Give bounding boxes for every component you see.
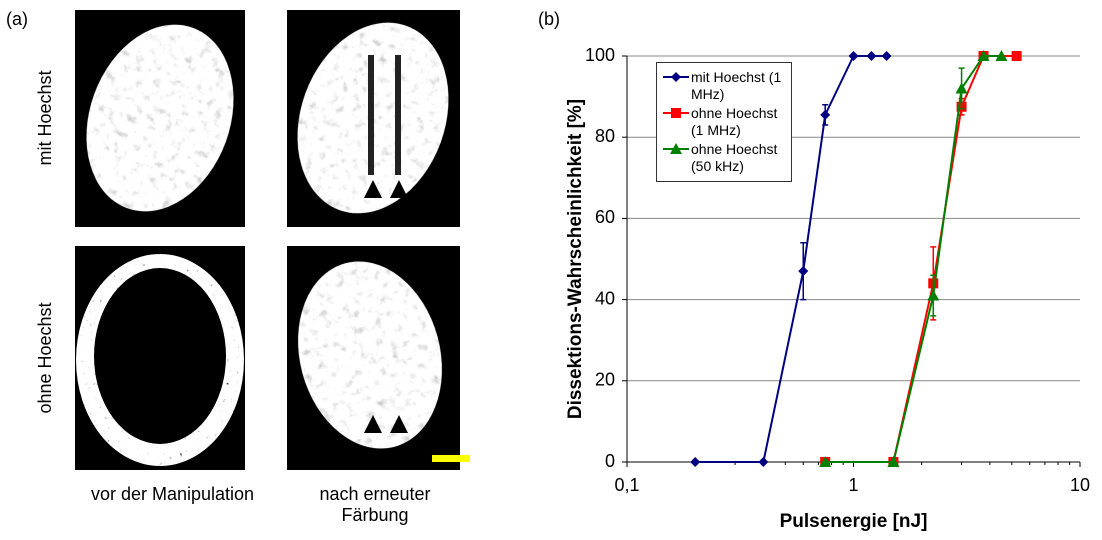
marker xyxy=(866,51,877,61)
y-tick-label: 0 xyxy=(605,451,615,471)
marker xyxy=(995,50,1008,61)
series xyxy=(820,51,1022,467)
legend-key xyxy=(663,72,689,82)
legend-key xyxy=(663,143,689,154)
marker xyxy=(848,51,859,61)
series-line xyxy=(825,55,1002,463)
marker xyxy=(881,51,892,61)
marker xyxy=(1011,51,1022,61)
x-axis-label: Pulsenergie [nJ] xyxy=(780,511,928,532)
marker xyxy=(670,143,682,154)
legend-item: mit Hoechst (1 MHz) xyxy=(661,69,787,103)
legend-key xyxy=(663,108,689,118)
x-tick-label: 10 xyxy=(1070,475,1090,495)
marker xyxy=(927,289,940,301)
row-label: ohne Hoechst xyxy=(35,302,55,413)
legend-label: ohne Hoechst (50 kHz) xyxy=(691,141,778,174)
x-tick-label: 1 xyxy=(848,475,858,495)
micrographs xyxy=(75,10,470,470)
legend-label: ohne Hoechst (1 MHz) xyxy=(691,105,778,138)
marker xyxy=(758,457,769,467)
marker xyxy=(671,108,681,118)
legend-label: mit Hoechst (1 MHz) xyxy=(691,69,782,102)
y-tick-label: 20 xyxy=(595,370,615,390)
marker xyxy=(977,50,990,61)
marker xyxy=(798,266,809,277)
y-tick-label: 80 xyxy=(595,126,615,146)
series xyxy=(819,50,1008,467)
legend-item: ohne Hoechst (1 MHz) xyxy=(661,105,787,139)
column-label: vor der Manipulation xyxy=(90,484,255,504)
marker xyxy=(887,456,900,467)
series-line xyxy=(825,55,1017,463)
marker xyxy=(819,456,832,467)
series xyxy=(690,51,892,467)
marker xyxy=(820,109,831,120)
y-axis-label: Dissektions-Wahrscheinlichkeit [%] xyxy=(565,99,586,419)
panel-label: (b) xyxy=(538,9,560,29)
legend-item: ohne Hoechst (50 kHz) xyxy=(661,141,787,175)
marker xyxy=(955,82,968,94)
marker xyxy=(671,72,681,82)
panel-label: (a) xyxy=(6,9,28,29)
y-tick-label: 40 xyxy=(595,288,615,308)
y-tick-label: 100 xyxy=(585,45,615,65)
marker xyxy=(690,457,701,467)
row-label: mit Hoechst xyxy=(35,70,55,165)
x-tick-label: 0,1 xyxy=(614,475,639,495)
column-label: nach erneuter Färbung xyxy=(319,484,431,525)
legend: mit Hoechst (1 MHz) ohne Hoechst (1 MHz) o… xyxy=(656,62,792,182)
y-tick-label: 60 xyxy=(595,207,615,227)
